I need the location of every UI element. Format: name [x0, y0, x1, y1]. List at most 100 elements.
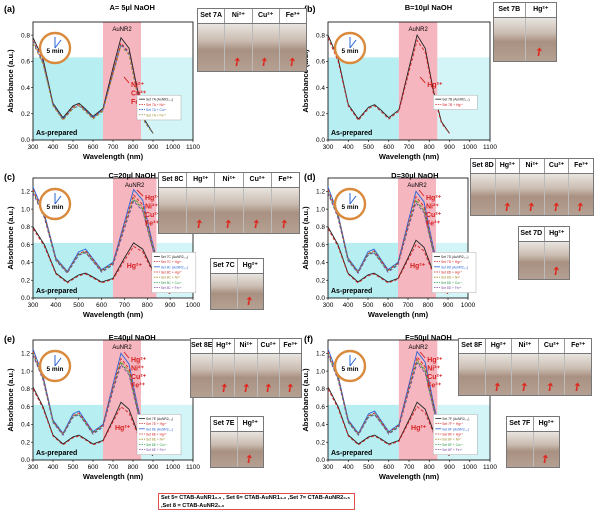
- red-arrow-icon: ➚: [230, 54, 245, 70]
- x-tick-label: 900: [165, 302, 176, 309]
- red-arrow-icon: ➚: [284, 54, 300, 70]
- red-arrow-icon: ➚: [242, 293, 257, 309]
- y-tick-label: 0.0: [316, 295, 325, 302]
- photo-card-c1: Set 8C Hg²⁺ Ni²⁺ Cu²⁺ Fe³⁺ ➚ ➚ ➚ ➚: [158, 172, 300, 234]
- x-tick-label: 300: [323, 464, 334, 471]
- panel-title: E=40µl NaOH: [109, 333, 156, 342]
- ion-label: Hg²⁺: [145, 195, 161, 202]
- red-arrow-icon: ➚: [261, 380, 276, 397]
- clock-label: 5 min: [47, 366, 64, 373]
- x-tick-label: 1100: [186, 144, 200, 151]
- legend-entry: Set 8F + Cu²⁺: [442, 443, 463, 447]
- photo-header-label: Fe³⁺: [571, 342, 586, 349]
- x-tick-label: 600: [383, 302, 394, 309]
- ion-label: Ni²⁺: [426, 204, 439, 211]
- panel-letter: (f): [304, 334, 313, 344]
- x-tick-label: 500: [68, 464, 79, 471]
- y-tick-label: 0.8: [21, 386, 30, 393]
- ion-label: Cu²⁺: [427, 374, 443, 381]
- photo-header-label: Cu²⁺: [244, 173, 272, 187]
- clock-hand-icon: [349, 195, 357, 205]
- legend-entry: Set 7A (AuNR2₀.₅): [146, 98, 173, 102]
- clock-hand-icon: [54, 357, 62, 367]
- photo-card-c2: Set 7C Hg²⁺ ➚: [210, 258, 264, 310]
- photo-header: Set 7B Hg²⁺: [494, 3, 556, 18]
- panel-letter: (d): [304, 172, 316, 182]
- x-tick-label: 500: [363, 144, 374, 151]
- chart-d: AuNR2 300 400 500 600 700 800 900 1000 0.0 0.2 0.4 0…: [301, 171, 477, 319]
- vial-photo: ➚: [525, 18, 556, 61]
- series-line: [327, 386, 450, 456]
- ion-label: Cu²⁺: [131, 90, 147, 97]
- vial-photo: ➚: [520, 174, 545, 215]
- legend-entry: Set 7D (AuNR2₀.₅): [441, 255, 468, 259]
- cyan-shade-region: [328, 57, 399, 140]
- x-tick-label: 700: [404, 144, 415, 151]
- red-arrow-icon: ➚: [548, 199, 564, 215]
- legend-entry: Set 8D + Fe³⁺: [441, 286, 462, 290]
- x-axis-label: Wavelength (nm): [83, 472, 144, 481]
- vial-photo: ➚: [237, 274, 263, 309]
- y-tick-label: 0.8: [316, 386, 325, 393]
- clock-label: 5 min: [342, 48, 359, 55]
- panel-letter: (c): [4, 172, 15, 182]
- legend-entry: Set 8C + Ni²⁺: [161, 276, 181, 280]
- caption-box: Set 5= CTAB-AuNR1₀.₅ , Set 6= CTAB-AuNR1…: [158, 493, 355, 510]
- legend-box: [433, 94, 478, 110]
- x-tick-label: 1100: [483, 464, 497, 471]
- vial-photo: ➚: [569, 174, 593, 215]
- photo-header: Set 8E Hg²⁺ Ni²⁺ Cu²⁺ Fe³⁺: [191, 339, 301, 354]
- legend-entry: Set 7A + Cu²⁺: [146, 108, 167, 112]
- y-tick-label: 0.8: [21, 32, 30, 39]
- band-label: AuNR2: [125, 183, 145, 189]
- legend-entry: Set 8F + Fe³⁺: [442, 448, 462, 452]
- series-line: [327, 186, 449, 292]
- legend-entry: Set 7C + Hg²⁺: [161, 260, 182, 264]
- y-tick-label: 1.0: [21, 206, 30, 213]
- series-line: [32, 186, 171, 292]
- series-line: [327, 348, 450, 454]
- x-tick-label: 400: [48, 464, 59, 471]
- photo-header-label: Set 7F: [507, 417, 534, 431]
- photo-header: Set 7C Hg²⁺: [211, 259, 263, 274]
- x-tick-label: 300: [323, 302, 334, 309]
- vial-photo: ➚: [279, 354, 302, 397]
- x-tick-label: 300: [28, 144, 39, 151]
- ion-label: Ni²⁺: [131, 82, 144, 89]
- band-label: AuNR2: [408, 27, 428, 33]
- y-tick-label: 1.0: [21, 368, 30, 375]
- legend-entry: Set 8E + Ni²⁺: [146, 438, 166, 442]
- legend-entry: Set 7B (AuNR2₀.₅): [442, 98, 469, 102]
- x-tick-label: 600: [88, 464, 99, 471]
- y-tick-label: 0.2: [316, 439, 325, 446]
- photo-header-label: Ni²⁺: [225, 9, 253, 23]
- clock-label: 5 min: [47, 204, 64, 211]
- x-axis-label: Wavelength (nm): [83, 152, 144, 161]
- legend-entry: Set 7B + Hg²⁺: [442, 103, 463, 107]
- vial-photo: [507, 432, 534, 467]
- ion-label: Fe³⁺: [131, 383, 146, 390]
- ion-arrow-icon: [419, 351, 426, 359]
- vial-photo: ➚: [271, 188, 300, 233]
- x-tick-label: 900: [443, 302, 454, 309]
- vial-row: ➚: [494, 18, 556, 61]
- y-axis-label: Absorbance (a.u.): [301, 368, 310, 432]
- photo-header-label: Hg²⁺: [496, 159, 521, 173]
- vial-row: ➚ ➚ ➚: [198, 24, 306, 71]
- photo-header-label: Ni²⁺: [235, 339, 258, 353]
- photo-card-f2: Set 7F Hg²⁺ ➚: [506, 416, 560, 468]
- x-tick-label: 1000: [166, 144, 181, 151]
- legend-entry: Set 8C + Cu²⁺: [161, 281, 182, 285]
- band-label: AuNR2: [112, 345, 132, 351]
- photo-header: Set 7F Hg²⁺: [507, 417, 559, 432]
- ion-label: Ni²⁺: [131, 366, 144, 373]
- vial-row: ➚ ➚ ➚ ➚: [459, 354, 591, 395]
- ion-label: Fe³⁺: [427, 383, 442, 390]
- red-arrow-icon: ➚: [257, 54, 272, 70]
- photo-card-f1: Set 8F Hg²⁺ Ni²⁺ Cu²⁺ Fe³⁺ ➚ ➚ ➚ ➚: [458, 338, 592, 396]
- chart-c: AuNR2 300 400 500 600 700 800 900 1000 0.0 0.2 0.4 0…: [4, 171, 201, 319]
- as-prepared-label: As-prepared: [331, 130, 372, 137]
- photo-header-label: Hg²⁺: [242, 420, 258, 427]
- photo-header-label: Cu²⁺: [539, 339, 566, 353]
- clock-hand-icon: [349, 39, 357, 49]
